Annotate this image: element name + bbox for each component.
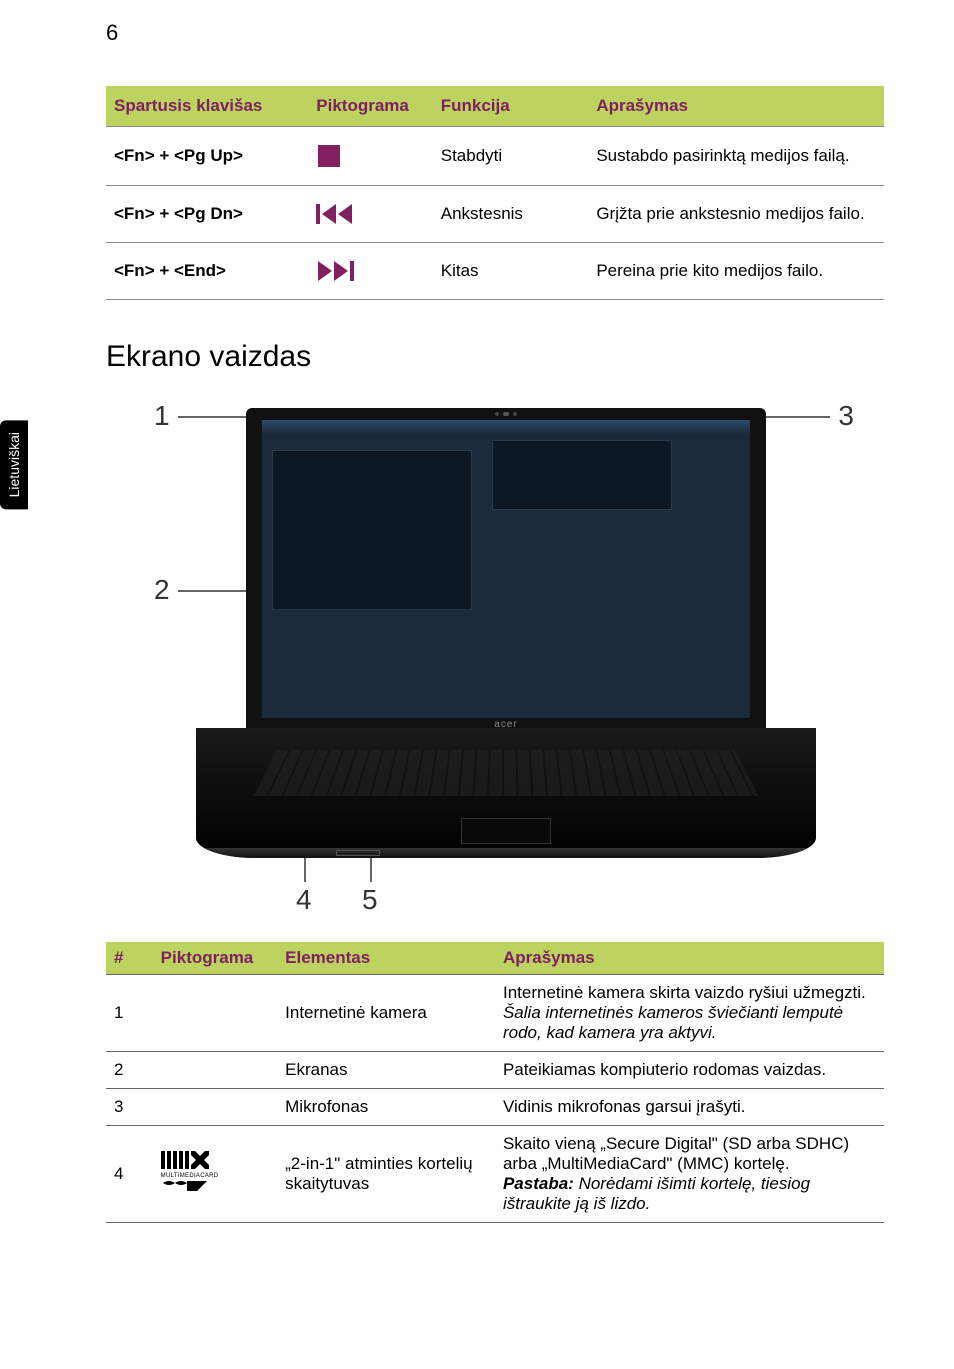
laptop-trackpad (461, 818, 551, 844)
stop-icon (308, 127, 432, 186)
hotkey-description: Grįžta prie ankstesnio medijos failo. (588, 186, 884, 243)
page-content: 6 Spartusis klavišas Piktograma Funkcija… (36, 0, 954, 1263)
hotkey-function: Ankstesnis (433, 186, 589, 243)
elements-row: 4MULTIMEDIACARD„2-in-1" atminties kortel… (106, 1126, 884, 1223)
laptop-screen (262, 420, 750, 718)
element-name: Mikrofonas (277, 1089, 495, 1126)
elements-row: 2 EkranasPateikiamas kompiuterio rodomas … (106, 1052, 884, 1089)
screen-window-2 (492, 440, 672, 510)
callout-4: 4 (296, 884, 312, 916)
elements-table: # Piktograma Elementas Aprašymas 1 Intern… (106, 942, 884, 1223)
hotkeys-header-key: Spartusis klavišas (106, 86, 308, 127)
laptop: acer (246, 408, 766, 858)
hotkey-description: Pereina prie kito medijos failo. (588, 243, 884, 300)
hotkey-key: <Fn> + <Pg Up> (106, 127, 308, 186)
none-icon (153, 1052, 277, 1089)
elements-row: 1 Internetinė kameraInternetinė kamera sk… (106, 975, 884, 1052)
hotkeys-row: <Fn> + <Pg Dn> AnkstesnisGrįžta prie anks… (106, 186, 884, 243)
laptop-base (196, 728, 816, 858)
none-icon (153, 1089, 277, 1126)
screen-window-1 (272, 450, 472, 610)
screen-taskbar (262, 420, 750, 434)
next-icon (308, 243, 432, 300)
page-number: 6 (106, 20, 884, 46)
elements-header-desc: Aprašymas (495, 942, 884, 975)
hotkeys-table: Spartusis klavišas Piktograma Funkcija A… (106, 86, 884, 300)
hotkeys-row: <Fn> + <End> KitasPereina prie kito medij… (106, 243, 884, 300)
laptop-screen-bezel: acer (246, 408, 766, 728)
side-tab-label: Lietuviškai (0, 420, 28, 509)
elements-header-elem: Elementas (277, 942, 495, 975)
section-title: Ekrano vaizdas (106, 340, 884, 374)
mmc-sd-icon: MULTIMEDIACARD (153, 1126, 277, 1223)
elements-header-icon: Piktograma (153, 942, 277, 975)
element-name: Internetinė kamera (277, 975, 495, 1052)
hotkey-function: Stabdyti (433, 127, 589, 186)
element-name: „2-in-1" atminties kortelių skaitytuvas (277, 1126, 495, 1223)
element-number: 2 (106, 1052, 153, 1089)
element-description: Internetinė kamera skirta vaizdo ryšiui … (495, 975, 884, 1052)
callout-2: 2 (154, 574, 170, 606)
element-number: 4 (106, 1126, 153, 1223)
hotkey-function: Kitas (433, 243, 589, 300)
element-name: Ekranas (277, 1052, 495, 1089)
hotkey-description: Sustabdo pasirinktą medijos failą. (588, 127, 884, 186)
webcam-icon (495, 412, 517, 416)
side-tab: Lietuviškai (0, 0, 36, 1263)
laptop-illustration: 1 2 3 4 5 acer (106, 398, 884, 918)
element-number: 1 (106, 975, 153, 1052)
callout-1: 1 (154, 400, 170, 432)
elements-header-num: # (106, 942, 153, 975)
element-number: 3 (106, 1089, 153, 1126)
hotkeys-header-func: Funkcija (433, 86, 589, 127)
callout-3: 3 (838, 400, 854, 432)
none-icon (153, 975, 277, 1052)
callout-5: 5 (362, 884, 378, 916)
hotkey-key: <Fn> + <Pg Dn> (106, 186, 308, 243)
prev-icon (308, 186, 432, 243)
card-slot-icon (336, 850, 380, 856)
laptop-front-edge (196, 848, 816, 858)
element-description: Vidinis mikrofonas garsui įrašyti. (495, 1089, 884, 1126)
hotkeys-row: <Fn> + <Pg Up> StabdytiSustabdo pasirinkt… (106, 127, 884, 186)
elements-row: 3 MikrofonasVidinis mikrofonas garsui įra… (106, 1089, 884, 1126)
element-description: Skaito vieną „Secure Digital" (SD arba S… (495, 1126, 884, 1223)
hotkey-key: <Fn> + <End> (106, 243, 308, 300)
element-description: Pateikiamas kompiuterio rodomas vaizdas. (495, 1052, 884, 1089)
hotkeys-header-desc: Aprašymas (588, 86, 884, 127)
hotkeys-header-icon: Piktograma (308, 86, 432, 127)
laptop-keyboard (254, 750, 758, 796)
